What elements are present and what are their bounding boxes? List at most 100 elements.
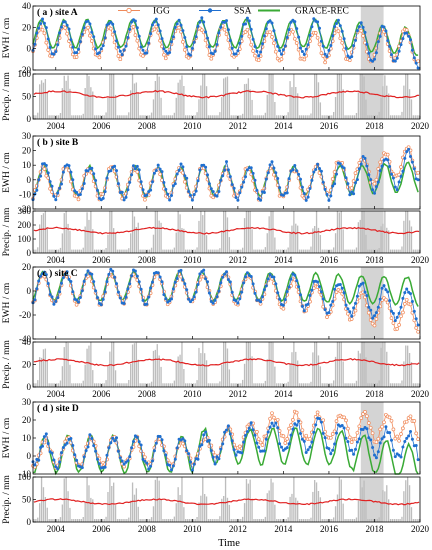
ssa-point	[363, 156, 367, 160]
precip-bar	[232, 519, 234, 522]
ssa-point	[299, 177, 302, 181]
ssa-point	[94, 179, 98, 182]
precip-bar	[226, 217, 229, 253]
precip-bar	[46, 92, 48, 119]
precip-bar	[194, 249, 196, 253]
precip-bar	[92, 229, 94, 253]
igg-point	[378, 160, 383, 165]
ssa-point	[378, 169, 382, 173]
precip-bar	[202, 74, 204, 119]
ssa-point	[331, 448, 335, 452]
ssa-point	[33, 298, 37, 302]
precip-bar	[219, 516, 221, 522]
ssa-point	[272, 424, 276, 428]
precip-bar	[97, 115, 100, 119]
precip-bar	[171, 115, 174, 119]
ssa-point	[192, 40, 196, 44]
ssa-point	[342, 426, 346, 430]
precip-bar	[272, 211, 274, 253]
ssa-point	[41, 444, 44, 448]
igg-point	[365, 414, 369, 419]
precip-bar	[266, 233, 268, 253]
precip-bar	[253, 383, 255, 387]
ssa-point	[190, 468, 194, 472]
precip-tick-label: 40	[22, 337, 32, 347]
precip-bar	[295, 87, 297, 119]
ssa-point	[217, 457, 221, 461]
precip-bar	[260, 249, 263, 253]
precip-bar	[306, 519, 308, 522]
ssa-point	[128, 282, 132, 286]
precip-bar	[109, 477, 111, 522]
ssa-point	[221, 442, 225, 446]
precip-bar	[133, 494, 136, 522]
precip-bar	[388, 93, 390, 119]
ssa-point	[173, 280, 177, 284]
precip-bar	[186, 115, 189, 119]
precip-bar	[177, 82, 179, 119]
ssa-point	[259, 50, 263, 54]
precip-bar	[408, 353, 411, 387]
ssa-point	[189, 193, 192, 197]
precip-tick-label: 0	[27, 517, 32, 527]
ssa-point	[96, 457, 99, 461]
ssa-point	[128, 455, 132, 459]
precip-bar	[314, 480, 316, 522]
ssa-point	[361, 281, 365, 285]
igg-point	[308, 436, 312, 441]
precip-bar	[317, 355, 320, 387]
ssa-point	[276, 426, 280, 430]
precip-bar	[272, 74, 274, 119]
igg-point	[74, 302, 79, 307]
precip-bar	[76, 383, 79, 387]
precip-bar	[321, 249, 323, 253]
ssa-point	[44, 273, 48, 277]
ssa-point	[244, 22, 247, 26]
ssa-point	[416, 178, 420, 182]
precip-bar	[158, 76, 160, 119]
igg-point	[48, 186, 52, 191]
precip-bar	[150, 517, 153, 522]
precip-bar	[382, 342, 384, 387]
ssa-point	[262, 288, 266, 292]
ssa-point	[137, 168, 141, 172]
legend-label: SSA	[234, 7, 252, 17]
ssa-point	[300, 50, 304, 53]
precip-bar	[113, 482, 115, 522]
igg-point	[353, 436, 358, 441]
precip-bar	[141, 519, 143, 522]
precip-bar	[63, 213, 65, 253]
precip-bar	[181, 477, 183, 522]
precip-bar	[257, 383, 259, 387]
precip-bar	[336, 342, 339, 387]
precip-bar	[158, 480, 160, 522]
precip-bar	[78, 249, 81, 253]
precip-bar	[240, 519, 242, 522]
ssa-point	[410, 300, 414, 303]
ssa-point	[384, 29, 388, 33]
precip-bar	[312, 97, 314, 119]
precip-bar	[228, 92, 231, 119]
precip-bar	[116, 519, 119, 522]
precip-bar	[395, 249, 397, 253]
ssa-point	[207, 291, 211, 295]
precip-bar	[327, 115, 329, 119]
precip-bar	[122, 115, 124, 119]
ssa-point	[181, 165, 185, 169]
ssa-point	[306, 302, 310, 306]
precip-bar	[414, 519, 416, 522]
ssa-point	[185, 288, 189, 292]
precip-bar	[365, 234, 367, 253]
ssa-point	[118, 456, 122, 460]
precip-bar	[291, 225, 293, 253]
precip-bar	[86, 74, 88, 119]
ssa-point	[378, 297, 382, 301]
igg-point	[158, 172, 162, 177]
ssa-point	[173, 457, 177, 461]
igg-point	[97, 55, 102, 60]
precip-bar	[166, 519, 168, 522]
precip-bar	[147, 249, 149, 253]
ssa-point	[255, 188, 259, 192]
precip-bar	[168, 519, 170, 522]
